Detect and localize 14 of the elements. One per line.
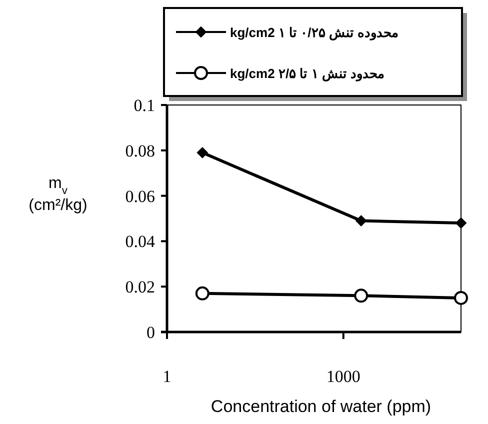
legend-label: محدود تنش ۱ تا ۲/۵ kg/cm2 (230, 66, 385, 82)
y-axis-title: m$_{v}$ (cm²/kg) (28, 175, 88, 214)
x-tick-label: 1000 (326, 367, 360, 386)
x-tick-label: 1 (162, 367, 172, 386)
y-tick-label: 0.1 (134, 96, 155, 115)
y-tick-label: 0.06 (125, 186, 155, 206)
legend-item: محدوده تنش ۰/۲۵ تا ۱ kg/cm2 (176, 25, 399, 40)
x-axis-title: Concentration of water (ppm) (210, 397, 432, 416)
y-tick-label: 0 (146, 323, 155, 342)
legend-label: محدوده تنش ۰/۲۵ تا ۱ kg/cm2 (230, 25, 399, 41)
y-tick-label: 0.02 (125, 278, 155, 297)
legend-item: محدود تنش ۱ تا ۲/۵ kg/cm2 (176, 66, 385, 81)
y-tick-label: 0.08 (125, 141, 155, 160)
y-tick-label: 0.04 (125, 232, 156, 252)
